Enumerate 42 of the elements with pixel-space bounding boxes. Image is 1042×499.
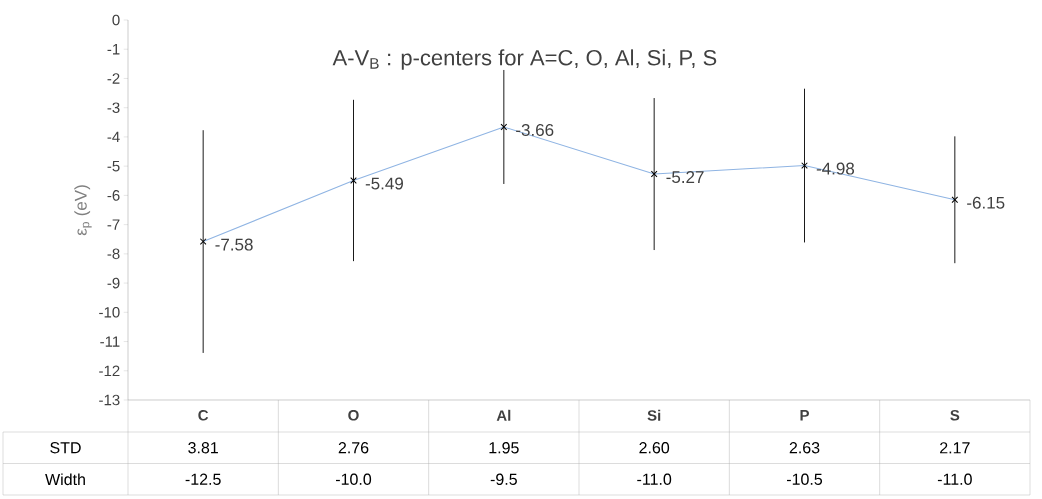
- y-tick-label: -13: [99, 394, 120, 406]
- text: 3.81: [188, 442, 218, 454]
- y-tick-label: -1: [107, 44, 120, 55]
- x-tick-label: S: [950, 409, 960, 421]
- y-tick-label: -2: [107, 73, 120, 84]
- text: 2.17: [940, 442, 970, 454]
- data-label: -5.49: [365, 177, 403, 190]
- text: -11.0: [937, 473, 972, 485]
- text: Width: [45, 473, 85, 486]
- x-tick-label: Si: [647, 409, 661, 421]
- y-tick-label: -8: [107, 248, 120, 260]
- text: -9.5: [490, 473, 517, 485]
- y-tick-label: -3: [107, 102, 120, 113]
- y-tick-label: -11: [100, 336, 120, 347]
- text: -10.5: [786, 473, 823, 485]
- y-tick-label: -9: [107, 277, 120, 289]
- y-tick-label: -4: [107, 131, 120, 143]
- y-tick-label: -6: [107, 190, 120, 201]
- data-label: -6.15: [967, 196, 1005, 209]
- y-tick-label: 0: [112, 14, 120, 26]
- data-label: -7.58: [215, 238, 253, 251]
- x-tick-label: Al: [496, 409, 511, 421]
- x-tick-label: O: [348, 409, 359, 421]
- text: A-V$_{B}$ : p-centers for A=C, O, Al, Si, P, S: [332, 49, 717, 70]
- y-axis-title: ε$_{p}$ (eV): [74, 185, 92, 236]
- y-tick-label: -12: [99, 365, 120, 377]
- text: 2.76: [338, 442, 369, 454]
- y-tick-label: -5: [107, 160, 120, 172]
- data-label: -4.98: [816, 162, 855, 175]
- x-tick-label: P: [800, 410, 809, 421]
- y-tick-label: -7: [107, 219, 120, 230]
- data-label: -5.27: [666, 171, 704, 184]
- text: 2.63: [789, 442, 820, 454]
- text: -11.0: [637, 473, 672, 485]
- text: -10.0: [335, 473, 372, 485]
- text: STD: [50, 442, 81, 454]
- y-tick-label: -10: [99, 306, 120, 318]
- text: 2.60: [639, 442, 670, 454]
- text: 1.95: [489, 442, 519, 454]
- data-label: -3.66: [516, 123, 554, 137]
- x-tick-label: C: [198, 409, 209, 421]
- text: -12.5: [185, 473, 221, 485]
